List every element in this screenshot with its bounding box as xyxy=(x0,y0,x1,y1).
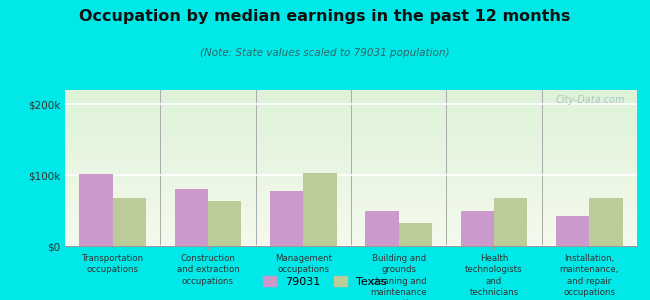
Text: City-Data.com: City-Data.com xyxy=(556,95,625,105)
Bar xyxy=(590,198,623,246)
Bar xyxy=(175,189,208,246)
Bar xyxy=(494,198,527,246)
Bar xyxy=(556,215,590,246)
Text: Occupation by median earnings in the past 12 months: Occupation by median earnings in the pas… xyxy=(79,9,571,24)
Bar xyxy=(270,191,304,246)
Bar xyxy=(112,198,146,246)
Text: (Note: State values scaled to 79031 population): (Note: State values scaled to 79031 popu… xyxy=(200,48,450,58)
Legend: 79031, Texas: 79031, Texas xyxy=(259,272,391,291)
Bar xyxy=(79,174,112,246)
Bar xyxy=(398,223,432,246)
Bar xyxy=(304,173,337,246)
Bar xyxy=(461,211,494,246)
Bar xyxy=(365,211,398,246)
Bar xyxy=(208,201,241,246)
